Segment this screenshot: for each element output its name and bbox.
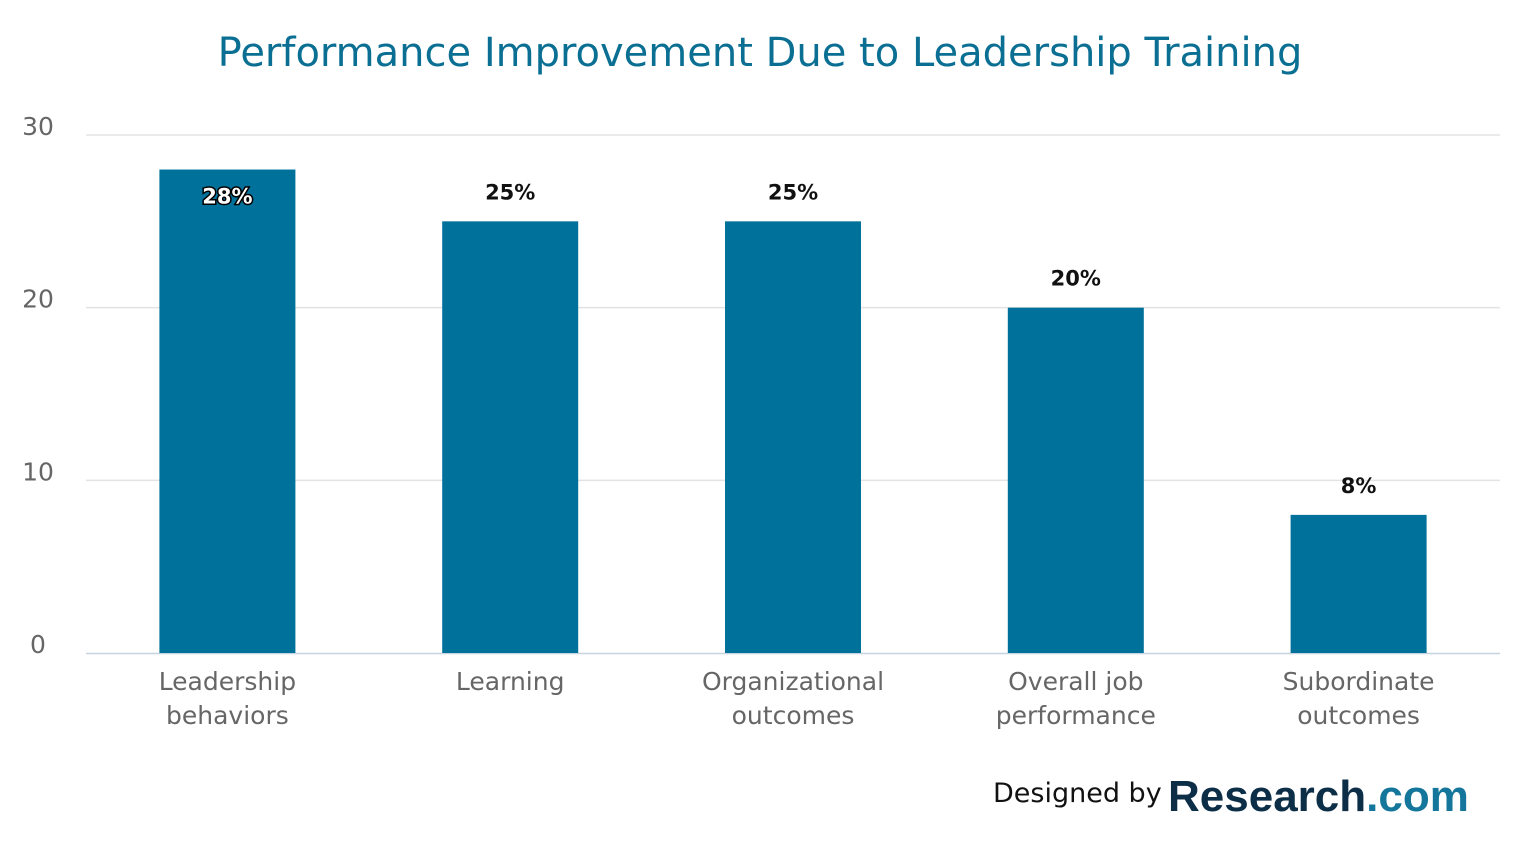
x-tick-label: behaviors: [166, 701, 289, 730]
x-tick-label: Organizational: [702, 667, 884, 696]
y-tick-label: 30: [22, 112, 54, 141]
bar: [159, 169, 296, 654]
designed-by-text: Designed by: [993, 778, 1162, 809]
x-tick-label: outcomes: [732, 701, 855, 730]
research-logo: Research.com: [1168, 772, 1469, 822]
x-tick-label: outcomes: [1297, 701, 1420, 730]
x-tick-label: Learning: [456, 667, 565, 696]
bar: [1007, 307, 1144, 653]
bar: [1290, 514, 1427, 653]
chart-title: Performance Improvement Due to Leadershi…: [217, 30, 1303, 76]
x-tick-label: Subordinate: [1283, 667, 1435, 696]
x-tick-label: performance: [996, 701, 1156, 730]
data-label: 28%: [202, 185, 252, 209]
data-label: 25%: [768, 180, 818, 204]
data-label: 8%: [1341, 474, 1377, 498]
logo-suffix: .com: [1366, 772, 1469, 821]
logo-main: Research: [1168, 772, 1367, 821]
x-tick-label: Leadership: [159, 667, 296, 696]
y-tick-label: 0: [30, 630, 46, 659]
bar: [725, 221, 861, 654]
bar: [442, 221, 579, 654]
y-tick-label: 20: [22, 285, 54, 314]
y-tick-label: 10: [22, 457, 54, 486]
data-label: 20%: [1051, 267, 1101, 291]
x-tick-label: Overall job: [1008, 667, 1143, 696]
data-label: 25%: [485, 180, 535, 204]
